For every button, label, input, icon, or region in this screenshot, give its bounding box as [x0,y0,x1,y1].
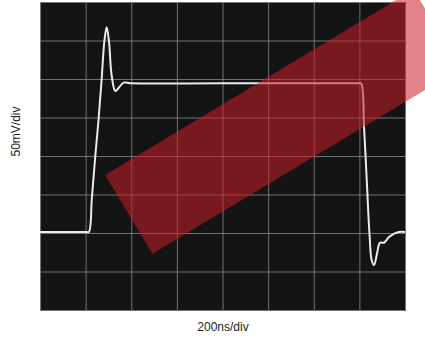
svg-text:200ns/div: 200ns/div [197,320,248,334]
svg-text:50mV/div: 50mV/div [9,106,23,156]
